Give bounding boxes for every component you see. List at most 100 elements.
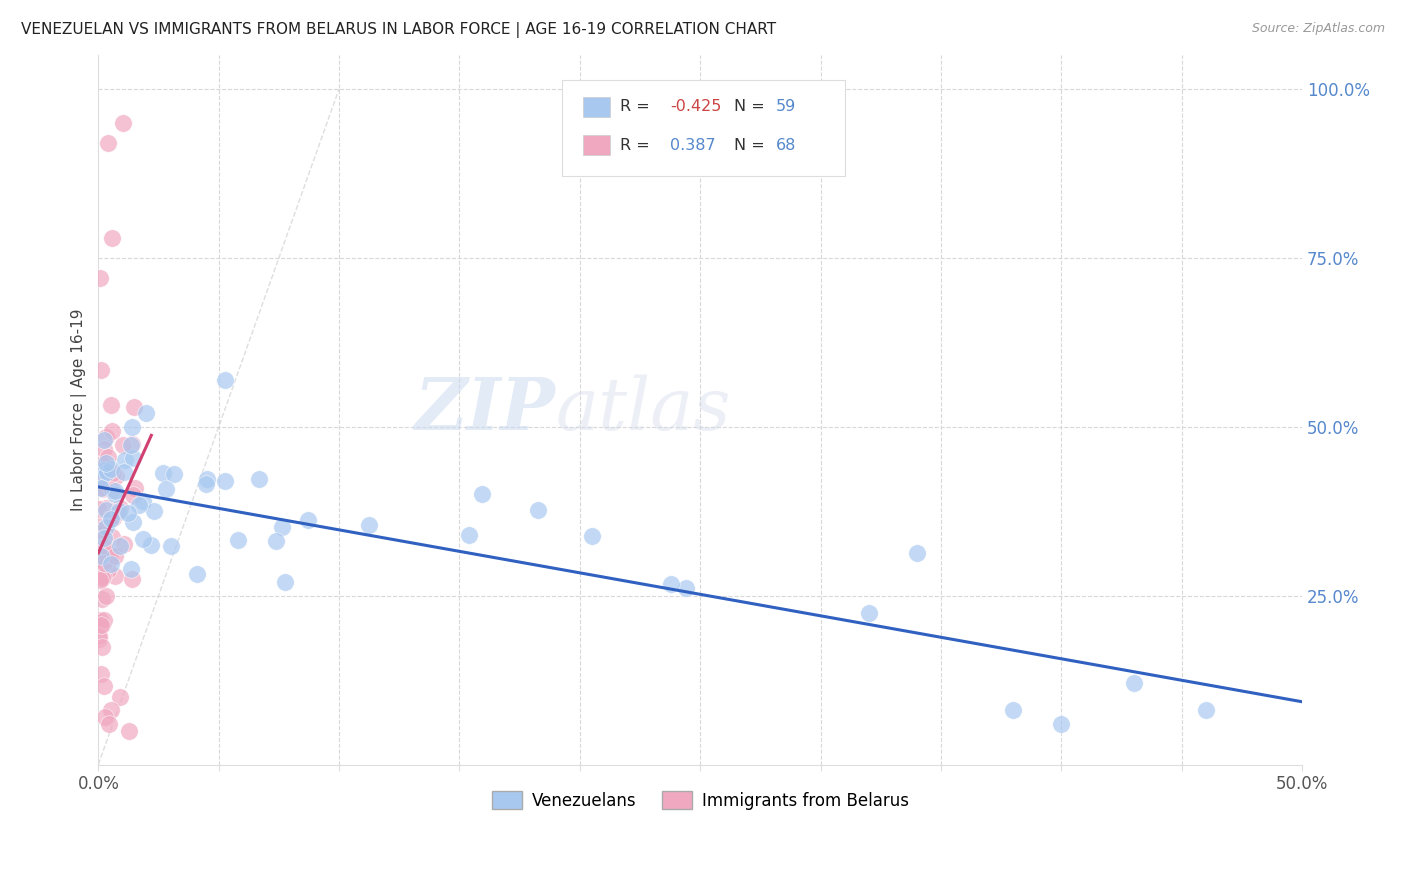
Point (91, 568, 114, 582)
Point (135, 406, 157, 420)
Point (120, 562, 142, 576)
Point (93, 556, 115, 570)
Point (89, 571, 111, 585)
Point (91, 592, 114, 607)
Point (96, 456, 118, 470)
Point (90, 549, 112, 563)
Point (194, 477, 217, 491)
Point (91, 518, 114, 533)
Point (87, 556, 110, 570)
Point (195, 472, 218, 486)
Point (97, 563, 120, 577)
Text: 68: 68 (776, 137, 796, 153)
Point (105, 506, 128, 520)
Text: N =: N = (734, 99, 769, 114)
Point (100, 424, 122, 438)
Point (274, 575, 297, 590)
Point (581, 529, 603, 543)
Text: VENEZUELAN VS IMMIGRANTS FROM BELARUS IN LABOR FORCE | AGE 16-19 CORRELATION CHA: VENEZUELAN VS IMMIGRANTS FROM BELARUS IN… (21, 22, 776, 38)
Point (112, 465, 135, 479)
Point (89, 523, 111, 537)
Point (214, 474, 236, 488)
Point (87, 553, 110, 567)
Point (121, 572, 143, 586)
Point (90, 618, 112, 632)
Point (87, 525, 110, 540)
Point (226, 533, 249, 548)
Point (103, 510, 125, 524)
Point (89, 271, 111, 285)
Point (1050, 717, 1073, 731)
Point (101, 483, 124, 498)
Point (121, 437, 143, 451)
Point (94, 430, 117, 444)
Point (100, 398, 122, 412)
Point (89, 573, 111, 587)
Point (101, 230, 124, 244)
Point (96, 547, 118, 561)
Point (104, 549, 127, 563)
Point (471, 487, 494, 501)
Point (94, 501, 117, 516)
Point (90, 457, 112, 471)
Point (124, 481, 146, 495)
Point (186, 567, 208, 582)
Text: R =: R = (620, 99, 654, 114)
Point (91, 571, 114, 585)
Point (121, 450, 143, 465)
Point (152, 466, 174, 480)
Point (90, 471, 112, 485)
Point (89, 632, 111, 647)
Point (1002, 703, 1025, 717)
FancyBboxPatch shape (583, 97, 610, 117)
Point (357, 517, 380, 532)
Point (111, 116, 134, 130)
Point (247, 472, 270, 486)
Point (122, 515, 145, 529)
Point (90, 563, 112, 577)
Point (93, 463, 115, 477)
Point (297, 513, 319, 527)
Point (128, 499, 150, 513)
Point (121, 419, 143, 434)
Point (858, 606, 880, 620)
Point (120, 437, 142, 451)
Point (98, 552, 121, 566)
Point (526, 502, 548, 516)
Point (141, 538, 163, 552)
Text: 59: 59 (776, 99, 796, 114)
Point (100, 512, 122, 526)
Text: ZIP: ZIP (415, 375, 555, 445)
Point (659, 576, 682, 591)
Point (104, 484, 127, 499)
Point (142, 504, 165, 518)
Point (89, 549, 111, 564)
Point (155, 482, 177, 496)
Point (1122, 676, 1144, 690)
Point (94, 590, 117, 604)
Point (90, 667, 112, 681)
Point (89, 613, 111, 627)
FancyBboxPatch shape (562, 80, 845, 176)
Y-axis label: In Labor Force | Age 16-19: In Labor Force | Age 16-19 (72, 309, 87, 511)
Point (100, 546, 122, 560)
Point (160, 539, 183, 553)
Point (101, 466, 124, 480)
Point (112, 537, 135, 551)
Point (675, 581, 697, 595)
Point (132, 494, 155, 508)
Point (97, 717, 120, 731)
Text: Source: ZipAtlas.com: Source: ZipAtlas.com (1251, 22, 1385, 36)
Point (97, 136, 120, 150)
Point (90, 556, 112, 570)
Point (132, 532, 155, 546)
Point (93, 470, 115, 484)
Point (93, 710, 115, 724)
FancyBboxPatch shape (583, 136, 610, 155)
Point (1195, 703, 1218, 717)
Legend: Venezuelans, Immigrants from Belarus: Venezuelans, Immigrants from Belarus (485, 784, 915, 816)
Point (100, 510, 122, 524)
Point (90, 640, 112, 654)
Point (271, 520, 294, 534)
Point (94, 520, 117, 534)
